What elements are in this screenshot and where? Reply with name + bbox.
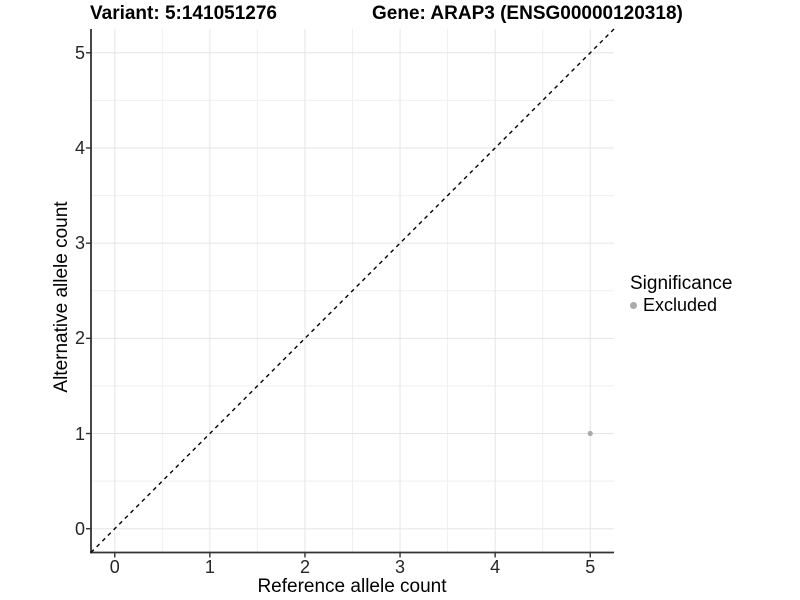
plot-title-variant: Variant: 5:141051276 bbox=[90, 3, 277, 24]
legend-dot-icon bbox=[630, 301, 637, 309]
legend-items: Excluded bbox=[630, 295, 732, 315]
y-tick-label: 2 bbox=[74, 328, 85, 349]
legend-title: Significance bbox=[630, 273, 733, 294]
data-point bbox=[587, 430, 593, 437]
x-tick-label: 5 bbox=[585, 557, 596, 577]
y-tick-label: 5 bbox=[74, 42, 85, 63]
x-tick-label: 0 bbox=[109, 557, 120, 577]
x-tick-label: 1 bbox=[204, 557, 215, 577]
y-tick-label: 1 bbox=[74, 423, 85, 444]
legend-item-label: Excluded bbox=[643, 295, 718, 315]
x-tick-label: 3 bbox=[395, 557, 406, 577]
x-axis-title: Reference allele count bbox=[257, 576, 447, 597]
legend: Significance Excluded bbox=[630, 273, 732, 315]
identity-dashed-line bbox=[90, 28, 615, 553]
plot-title-gene: Gene: ARAP3 (ENSG00000120318) bbox=[372, 3, 683, 24]
y-tick-label: 4 bbox=[74, 137, 85, 158]
y-tick-label: 0 bbox=[74, 518, 85, 539]
x-tick-label: 4 bbox=[490, 557, 501, 577]
legend-item: Excluded bbox=[630, 295, 732, 315]
y-axis-title: Alternative allele count bbox=[51, 201, 72, 393]
x-tick-label: 2 bbox=[299, 557, 310, 577]
y-tick-label: 3 bbox=[74, 233, 85, 254]
